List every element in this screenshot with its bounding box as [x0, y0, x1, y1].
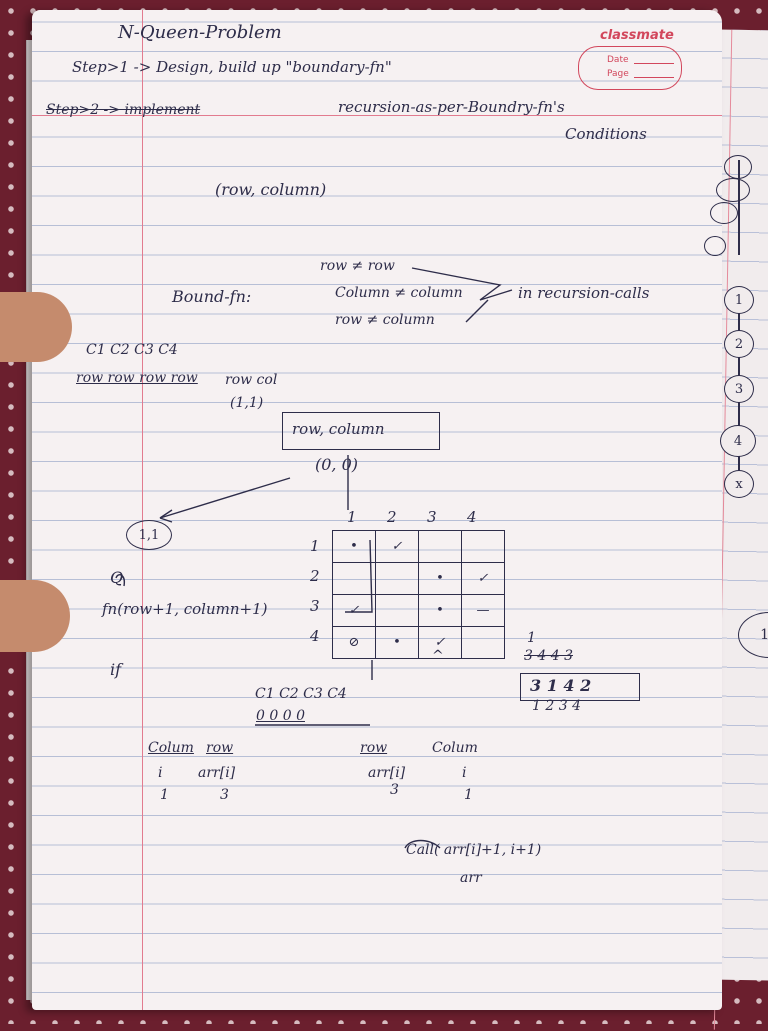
board-cell: — — [461, 594, 505, 627]
chain-node: 4 — [720, 425, 756, 457]
scribble-circle-4 — [704, 236, 726, 256]
circled-one-one: 1,1 — [126, 520, 172, 550]
bound-rule-1: row ≠ row — [320, 258, 395, 274]
zeros-row: 0 0 0 0 — [256, 708, 305, 724]
board-cell: ✓ — [375, 530, 419, 563]
brand-logo: classmate — [600, 28, 674, 43]
board-cell — [461, 530, 505, 563]
row-labels: row row row row — [76, 370, 198, 386]
fn-call: fn(row+1, column+1) — [102, 600, 268, 618]
board-column-header: 1 — [347, 508, 357, 526]
bottom-column-headers: C1 C2 C3 C4 — [255, 686, 347, 702]
pair-zero-zero: (0, 0) — [315, 455, 359, 474]
left-table-header-1: Colum — [148, 740, 194, 756]
right-table-header-2: Colum — [432, 740, 478, 756]
board-column-header: 3 — [427, 508, 437, 526]
column-arrow-mark: ^ — [432, 648, 444, 664]
board-row-header: 2 — [310, 567, 320, 585]
board-row: • ✓ — [332, 530, 505, 563]
right-table-header-1: row — [360, 740, 388, 756]
board-cell: ✓ — [461, 562, 505, 595]
board-row-header: 4 — [310, 627, 320, 645]
left-table-3: 3 — [220, 787, 229, 803]
recursion-note: in recursion-calls — [518, 284, 650, 302]
bound-rule-2: Column ≠ column — [335, 285, 463, 301]
board-cell: • — [332, 530, 376, 563]
call-expression: Call( arr[i]+1, i+1) — [406, 842, 542, 858]
board-cell: • — [375, 626, 419, 659]
arr-label: arr — [460, 870, 482, 886]
board-row: ⊘ • ✓ — [332, 626, 505, 659]
note-row-column-pair: (row, column) — [215, 180, 327, 199]
board-cell — [375, 562, 419, 595]
board-cell: ⊘ — [332, 626, 376, 659]
board-row: • ✓ — [332, 562, 505, 595]
board-row: ✓ • — — [332, 594, 505, 627]
chain-node: 2 — [724, 330, 754, 358]
date-page-stamp: Date Page — [578, 46, 682, 90]
scribble-circle-2 — [716, 178, 750, 202]
bound-fn-label: Bound-fn: — [172, 287, 252, 306]
margin-line — [142, 10, 143, 1010]
board-cell — [332, 562, 376, 595]
boxed-text: row, column — [292, 420, 385, 438]
right-table-i: i — [462, 765, 467, 781]
left-table-arr: arr[i] — [198, 765, 236, 781]
note-title: N-Queen-Problem — [118, 22, 282, 43]
if-text: if — [110, 660, 122, 679]
column-headers: C1 C2 C3 C4 — [86, 342, 178, 358]
note-step1: Step>1 -> Design, build up "boundary-fn" — [72, 58, 392, 76]
board-cell — [461, 626, 505, 659]
board-row-header: 1 — [310, 537, 320, 555]
left-table-1: 1 — [160, 787, 169, 803]
queen-board-grid: • ✓ • ✓ ✓ • — ⊘ • ✓ — [332, 530, 505, 659]
bound-rule-3: row ≠ column — [335, 312, 435, 328]
scribble-circle-3 — [710, 202, 738, 224]
note-step2-rest: recursion-as-per-Boundry-fn's — [338, 98, 565, 116]
left-table-header-2: row — [206, 740, 234, 756]
row-column-box — [282, 412, 440, 450]
note-conditions: Conditions — [565, 125, 647, 143]
left-table-i: i — [158, 765, 163, 781]
board-row-header: 3 — [310, 597, 320, 615]
top-margin-line — [32, 115, 722, 116]
page-stack-edge — [26, 40, 37, 1000]
thumb-top — [0, 292, 72, 362]
right-table-3: 3 — [390, 782, 399, 798]
perm-top: 3 4 4 3 — [524, 648, 573, 664]
pair-one-one: (1,1) — [230, 395, 264, 411]
row-col-label: row col — [225, 372, 278, 388]
chain-node: 3 — [724, 375, 754, 403]
chain-node: 1 — [724, 286, 754, 314]
board-cell — [418, 530, 462, 563]
perm-mark-1: 1 — [527, 630, 536, 646]
permutation-box — [520, 673, 640, 701]
note-step2-struck: Step>2 -> implement — [46, 102, 201, 118]
notebook-page — [32, 10, 722, 1010]
chain-node: x — [724, 470, 754, 498]
right-table-1: 1 — [464, 787, 473, 803]
scribble-chain-line — [738, 160, 740, 255]
right-table-arr: arr[i] — [368, 765, 406, 781]
perm-values: 3 1 4 2 — [530, 676, 592, 695]
perm-indices: 1 2 3 4 — [532, 698, 581, 714]
thumb-bottom — [0, 580, 70, 652]
board-column-header: 2 — [387, 508, 397, 526]
board-column-header: 4 — [467, 508, 477, 526]
